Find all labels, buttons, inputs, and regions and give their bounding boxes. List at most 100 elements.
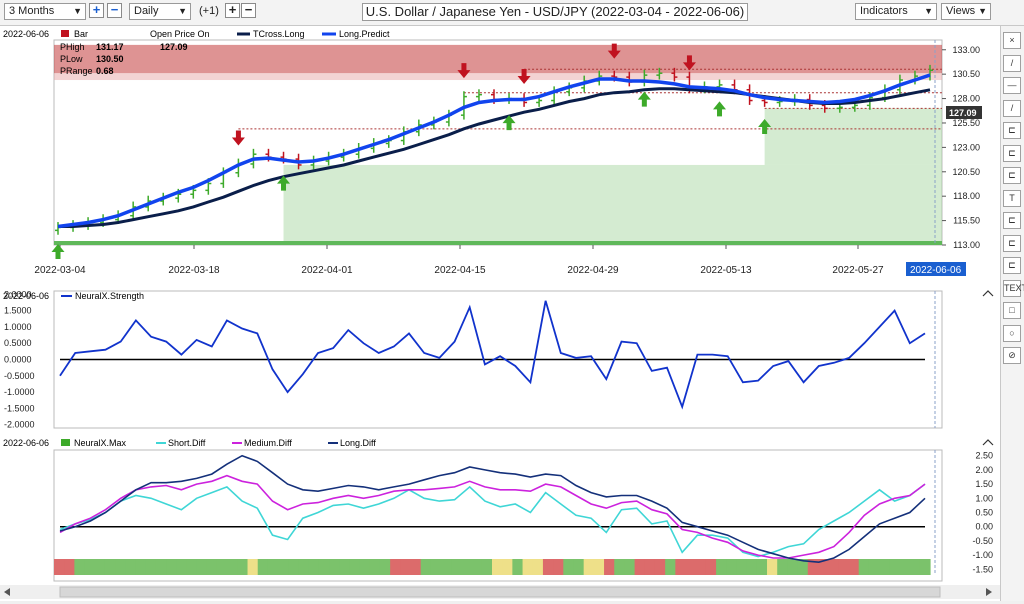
y-tick-label: -1.50 <box>972 564 993 574</box>
y-tick-label: 2.50 <box>975 451 993 461</box>
text-label-icon[interactable]: TEXT <box>1003 279 1024 297</box>
max-signal-cell <box>695 559 707 575</box>
y-tick-label: 118.00 <box>953 191 980 201</box>
diff-panel: 2.50 2.00 1.50 1.00 0.50 0.00 -0.50 -1.00 -1.50 <box>0 290 1000 599</box>
price-panel-date: 2022-06-06 <box>3 29 49 39</box>
scroll-left-arrow-icon[interactable] <box>4 588 10 596</box>
circle-tool-icon[interactable]: ○ <box>1003 324 1021 342</box>
scrollbar-thumb[interactable] <box>59 586 941 598</box>
offset-plus-button[interactable]: + <box>225 3 240 18</box>
collapse-diff-panel-icon[interactable] <box>982 439 994 446</box>
interval-dropdown[interactable]: Daily ▼ <box>129 3 191 20</box>
max-signal-cell <box>828 559 839 575</box>
callout-icon[interactable]: ⊏ <box>1003 257 1021 274</box>
max-signal-cell <box>359 559 371 575</box>
max-signal-cell <box>186 559 198 575</box>
stat-prange-value: 0.68 <box>96 66 114 76</box>
max-signal-cell <box>155 559 167 575</box>
line-tool-icon[interactable]: / <box>1003 54 1021 72</box>
pitchfork-icon[interactable]: ⊏ <box>1003 234 1021 252</box>
max-signal-cell <box>257 559 269 575</box>
ray-tool-icon[interactable]: / <box>1003 99 1021 117</box>
x-tick-label: 2022-03-04 <box>34 265 86 276</box>
max-signal-cell <box>420 559 432 575</box>
views-dropdown[interactable]: Views ▼ <box>941 3 991 20</box>
max-signal-cell <box>410 559 422 575</box>
max-signal-cell <box>400 559 412 575</box>
bar-legend-swatch <box>61 30 69 37</box>
x-tick-label: 2022-04-15 <box>434 265 486 276</box>
max-signal-cell <box>206 559 218 575</box>
y-tick-label: 133.00 <box>952 45 980 55</box>
y-tick-label: 123.00 <box>952 142 980 152</box>
resistance-zone <box>54 44 942 74</box>
max-signal-cell <box>909 559 921 575</box>
legend-max: NeuralX.Max <box>74 438 127 448</box>
collapse-strength-panel-icon[interactable] <box>982 290 994 297</box>
legend-medium: Medium.Diff <box>244 438 292 448</box>
horizontal-line-icon[interactable]: — <box>1003 77 1021 94</box>
max-legend-swatch <box>61 439 70 446</box>
signal-up-arrow <box>758 119 772 134</box>
max-signal-cell <box>237 559 249 575</box>
max-signal-cell <box>644 559 656 575</box>
max-signal-cell <box>166 559 177 575</box>
chevron-down-icon: ▼ <box>978 6 987 16</box>
offset-minus-button[interactable]: − <box>241 3 256 18</box>
indicators-dropdown[interactable]: Indicators ▼ <box>855 3 937 20</box>
max-signal-cell <box>634 559 646 575</box>
y-tick-label: 120.50 <box>952 167 980 177</box>
square-tool-icon[interactable]: □ <box>1003 302 1021 319</box>
max-signal-cell <box>451 559 463 575</box>
zoom-out-button[interactable]: − <box>107 3 122 18</box>
max-signal-cell <box>135 559 147 575</box>
short-diff-line <box>59 483 926 558</box>
max-signal-cell <box>542 559 554 575</box>
max-signal-cell <box>593 559 605 575</box>
max-signal-cell <box>919 559 931 575</box>
period-dropdown[interactable]: 3 Months ▼ <box>4 3 86 20</box>
max-signal-cell <box>573 559 585 575</box>
fibonacci-icon[interactable]: ⊏ <box>1003 144 1021 162</box>
max-signal-cell <box>430 559 442 575</box>
channel-tool-icon[interactable]: ⊏ <box>1003 122 1021 139</box>
period-label: 3 Months <box>9 5 55 17</box>
max-signal-cell <box>176 559 188 575</box>
max-signal-cell <box>471 559 483 575</box>
max-signal-cell <box>288 559 300 575</box>
support-zone <box>283 164 943 245</box>
y-tick-label: 115.50 <box>953 216 980 226</box>
zoom-in-button[interactable]: + <box>89 3 104 18</box>
y-tick-label: 1.00 <box>975 493 993 503</box>
max-signal-cell <box>777 559 788 575</box>
max-signal-cell <box>675 559 687 575</box>
chart-canvas[interactable]: 113.00 115.50 118.00 120.50 123.00 125.50 128.… <box>0 26 1000 601</box>
text-tool-icon[interactable]: T <box>1003 189 1021 207</box>
max-signal-cell <box>329 559 340 575</box>
chart-area[interactable]: 113.00 115.50 118.00 120.50 123.00 125.50 128.… <box>0 26 1000 601</box>
close-icon[interactable]: × <box>1003 32 1021 49</box>
max-signal-cell <box>64 559 75 575</box>
rectangle-tool-icon[interactable]: ⊏ <box>1003 167 1021 184</box>
max-signal-cell <box>868 559 880 575</box>
max-signal-cell <box>481 559 493 575</box>
erase-tool-icon[interactable]: ⊘ <box>1003 347 1021 364</box>
max-signal-cell <box>104 559 116 575</box>
stat-prange-label: PRange <box>60 66 93 76</box>
max-signal-cell <box>624 559 636 575</box>
max-signal-cell <box>746 559 758 575</box>
max-signal-cell <box>532 559 544 575</box>
signal-up-arrow <box>277 175 291 191</box>
legend-strength: NeuralX.Strength <box>75 291 144 301</box>
stat-phigh-value2: 127.09 <box>160 42 188 52</box>
y-tick-label: 1.0000 <box>4 322 32 332</box>
max-signal-cell <box>318 559 330 575</box>
scroll-right-arrow-icon[interactable] <box>986 588 992 596</box>
stat-phigh-value: 131.17 <box>96 42 124 52</box>
current-date-value: 2022-06-06 <box>910 265 962 276</box>
max-signal-cell <box>889 559 901 575</box>
gann-icon[interactable]: ⊏ <box>1003 212 1021 229</box>
max-signal-cell <box>807 559 819 575</box>
max-signal-cell <box>838 559 850 575</box>
max-signal-cell <box>512 559 524 575</box>
